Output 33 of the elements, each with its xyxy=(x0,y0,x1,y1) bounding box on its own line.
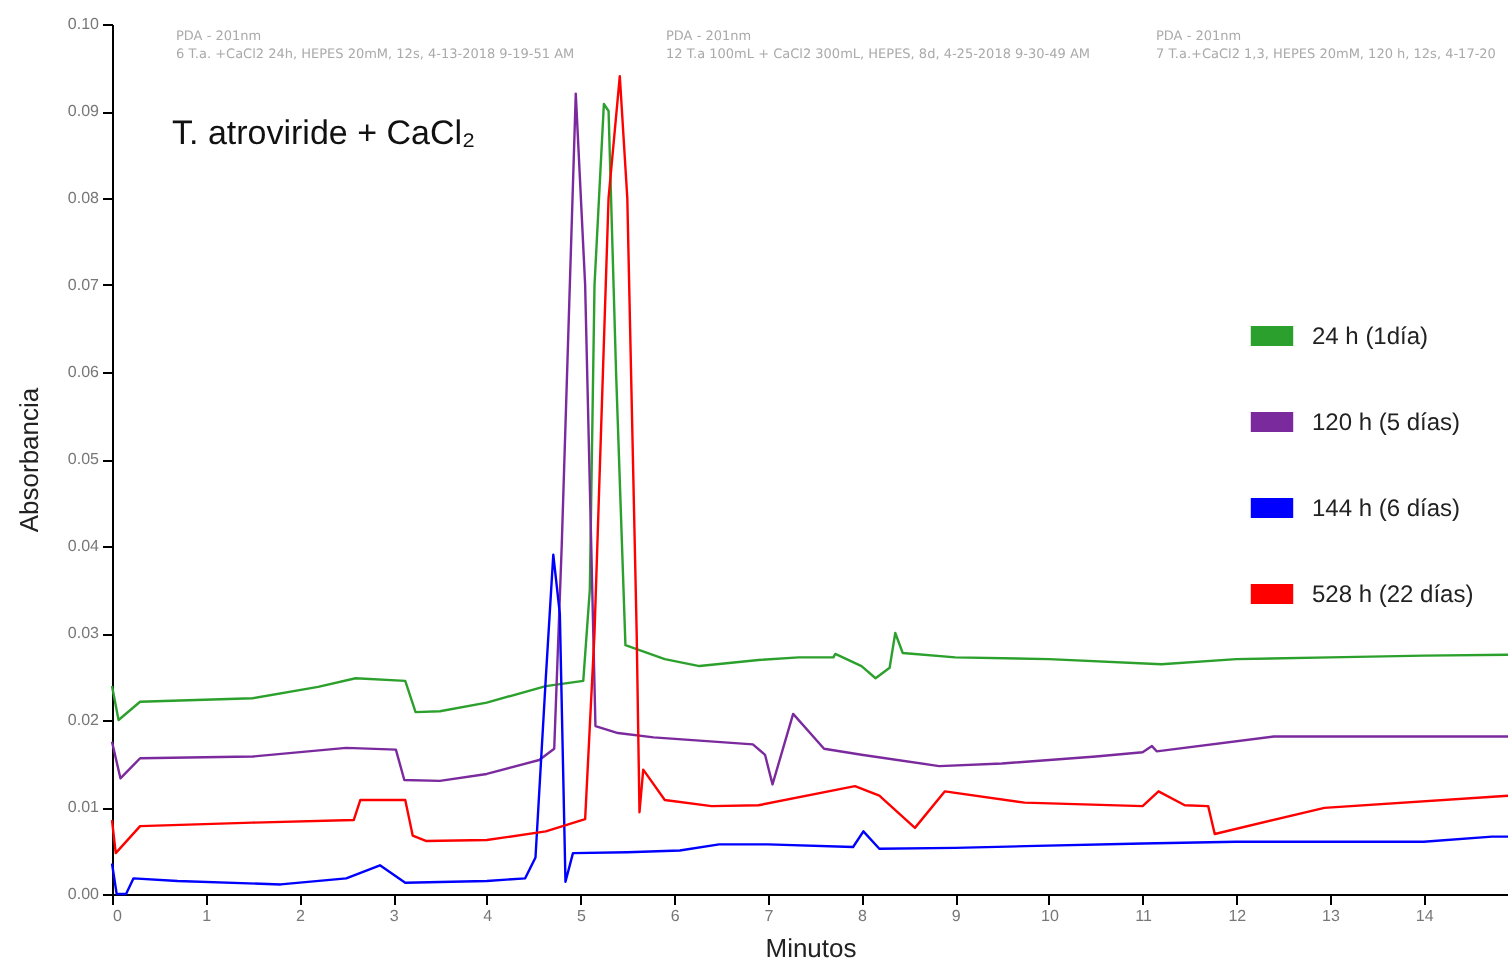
y-tick-label: 0.10 xyxy=(67,15,101,33)
y-tick-label: 0.07 xyxy=(67,276,101,294)
x-tick-label: 1 xyxy=(202,907,213,925)
x-tick-label: 10 xyxy=(1041,907,1060,925)
x-tick-label: 9 xyxy=(951,907,962,925)
x-tick-label: 2 xyxy=(295,907,306,925)
y-tick-label: 0.09 xyxy=(67,102,101,120)
y-tick-label: 0.00 xyxy=(67,885,101,903)
x-tick-label: 4 xyxy=(483,907,494,925)
y-tick-label: 0.01 xyxy=(67,798,101,816)
x-tick-label: 14 xyxy=(1415,907,1435,925)
x-tick-label: 8 xyxy=(858,907,869,925)
x-tick-label: 12 xyxy=(1228,907,1248,925)
legend-label: 120 h (5 días) xyxy=(1312,408,1461,436)
x-axis-title: Minutos xyxy=(765,933,858,963)
y-tick-label: 0.05 xyxy=(67,450,101,468)
x-tick-label: 6 xyxy=(670,907,681,925)
x-tick-label: 0 xyxy=(113,907,123,925)
y-tick-label: 0.06 xyxy=(67,363,101,381)
y-tick-label: 0.08 xyxy=(67,189,101,207)
x-tick-label: 11 xyxy=(1135,907,1153,925)
x-tick-label: 5 xyxy=(577,907,587,925)
y-tick-label: 0.03 xyxy=(67,624,101,642)
y-tick-label: 0.04 xyxy=(67,537,101,555)
legend-label: 528 h (22 días) xyxy=(1312,580,1474,608)
legend-label: 144 h (6 días) xyxy=(1312,494,1461,522)
y-tick-label: 0.02 xyxy=(67,711,101,729)
x-tick-label: 13 xyxy=(1322,907,1341,925)
y-axis-title: Absorbancia xyxy=(13,386,44,533)
legend-label: 24 h (1día) xyxy=(1312,322,1429,350)
x-tick-label: 3 xyxy=(389,907,400,925)
x-tick-label: 7 xyxy=(764,907,775,925)
text: T. atroviride + CaCl₂ xyxy=(172,114,476,152)
